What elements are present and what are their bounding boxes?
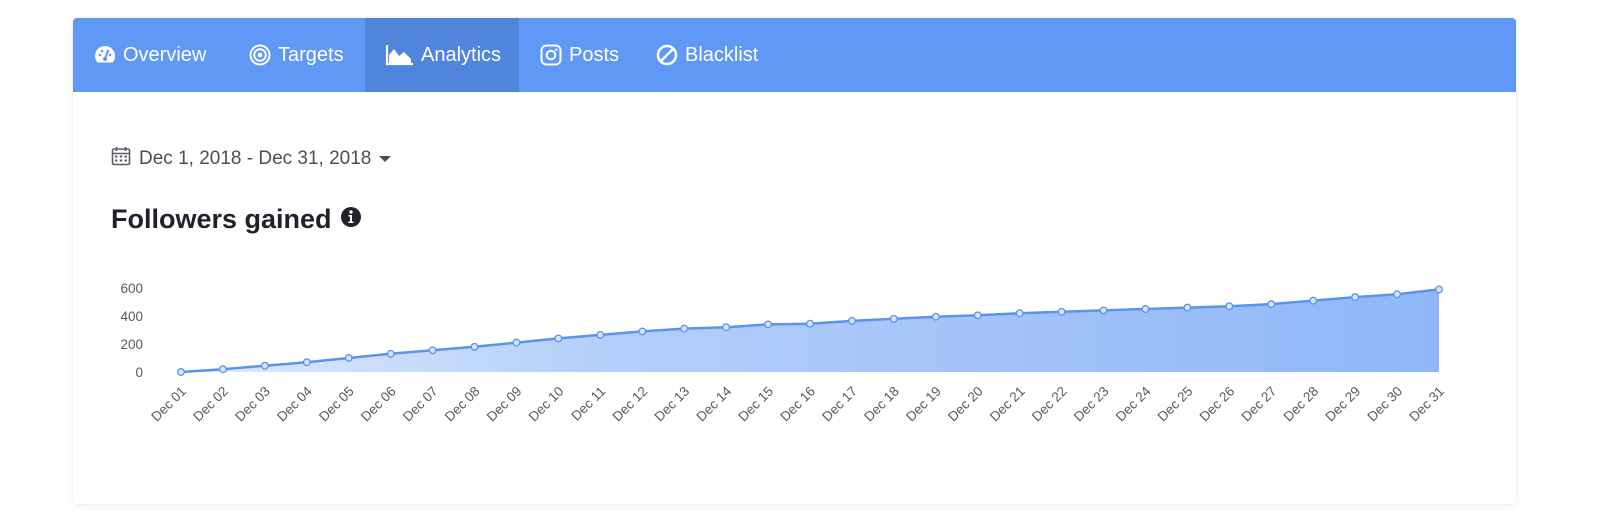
- x-tick-label: Dec 26: [1197, 384, 1238, 425]
- tab-posts[interactable]: Posts: [519, 18, 639, 92]
- calendar-icon: [111, 146, 131, 172]
- ban-icon: [655, 43, 679, 67]
- data-point[interactable]: [302, 358, 311, 367]
- data-point[interactable]: [1099, 306, 1108, 315]
- x-tick-label: Dec 10: [526, 384, 567, 425]
- tab-overview-label: Overview: [123, 43, 207, 66]
- data-point[interactable]: [973, 311, 982, 320]
- tab-blacklist-label: Blacklist: [685, 43, 759, 66]
- series-area: [181, 289, 1439, 372]
- caret-down-icon: [379, 148, 392, 170]
- x-tick-label: Dec 27: [1239, 384, 1280, 425]
- x-tick-label: Dec 03: [232, 384, 273, 425]
- x-tick-label: Dec 12: [610, 384, 651, 425]
- x-tick-label: Dec 23: [1071, 384, 1112, 425]
- data-point[interactable]: [1435, 285, 1443, 294]
- x-tick-label: Dec 24: [1113, 383, 1154, 424]
- data-point[interactable]: [1393, 290, 1402, 299]
- data-point[interactable]: [512, 338, 521, 347]
- x-tick-label: Dec 31: [1406, 384, 1447, 425]
- data-point[interactable]: [218, 365, 227, 374]
- data-point[interactable]: [931, 312, 940, 321]
- data-point[interactable]: [428, 346, 437, 355]
- x-tick-label: Dec 30: [1364, 384, 1405, 425]
- data-point[interactable]: [1309, 296, 1318, 305]
- data-point[interactable]: [638, 327, 647, 336]
- data-point[interactable]: [386, 349, 395, 358]
- target-icon: [248, 43, 272, 67]
- x-tick-label: Dec 01: [148, 384, 189, 425]
- x-tick-label: Dec 11: [568, 384, 608, 424]
- data-point[interactable]: [1267, 300, 1276, 309]
- x-tick-label: Dec 18: [861, 384, 902, 425]
- y-tick-label: 600: [120, 281, 143, 296]
- x-tick-label: Dec 25: [1155, 384, 1196, 425]
- analytics-card: Overview Targets Analytics: [73, 18, 1516, 504]
- data-point[interactable]: [889, 314, 898, 323]
- tab-targets[interactable]: Targets: [228, 18, 364, 92]
- data-point[interactable]: [260, 361, 269, 370]
- x-tick-label: Dec 07: [400, 384, 441, 425]
- x-tick-label: Dec 17: [819, 384, 860, 425]
- date-range-picker[interactable]: Dec 1, 2018 - Dec 31, 2018: [111, 146, 392, 172]
- data-point[interactable]: [1351, 293, 1360, 302]
- x-tick-label: Dec 06: [358, 384, 399, 425]
- x-tick-label: Dec 16: [777, 384, 818, 425]
- tab-overview[interactable]: Overview: [73, 18, 226, 92]
- tab-analytics[interactable]: Analytics: [365, 18, 519, 92]
- tab-posts-label: Posts: [569, 43, 620, 66]
- x-tick-label: Dec 14: [693, 383, 734, 424]
- y-tick-label: 400: [120, 309, 143, 324]
- dashboard-icon: [93, 43, 117, 67]
- x-tick-label: Dec 21: [987, 384, 1028, 425]
- data-point[interactable]: [1015, 309, 1024, 318]
- data-point[interactable]: [596, 330, 605, 339]
- data-point[interactable]: [470, 342, 479, 351]
- info-circle-icon[interactable]: [340, 204, 362, 235]
- x-tick-label: Dec 22: [1029, 384, 1070, 425]
- tab-blacklist[interactable]: Blacklist: [635, 18, 778, 92]
- section-title: Followers gained: [111, 204, 362, 235]
- data-point[interactable]: [177, 368, 185, 376]
- tab-analytics-label: Analytics: [421, 43, 502, 66]
- data-point[interactable]: [1183, 303, 1192, 312]
- data-point[interactable]: [1225, 302, 1234, 311]
- date-range-label: Dec 1, 2018 - Dec 31, 2018: [139, 148, 372, 169]
- x-tick-label: Dec 29: [1322, 384, 1363, 425]
- x-tick-label: Dec 04: [274, 383, 315, 424]
- data-point[interactable]: [1141, 305, 1150, 313]
- data-point[interactable]: [764, 320, 773, 329]
- x-tick-label: Dec 28: [1280, 384, 1321, 425]
- x-tick-label: Dec 05: [316, 384, 357, 425]
- x-tick-label: Dec 09: [484, 384, 525, 425]
- x-tick-label: Dec 15: [735, 384, 776, 425]
- y-tick-label: 200: [120, 337, 143, 352]
- data-point[interactable]: [680, 324, 689, 333]
- data-point[interactable]: [1057, 307, 1066, 316]
- data-point[interactable]: [722, 323, 731, 332]
- data-point[interactable]: [847, 316, 856, 325]
- x-tick-label: Dec 08: [442, 384, 483, 425]
- nav-tabbar: Overview Targets Analytics: [73, 18, 1516, 92]
- x-tick-label: Dec 20: [945, 384, 986, 425]
- y-tick-label: 0: [135, 365, 143, 380]
- instagram-icon: [539, 43, 563, 67]
- followers-area-chart: 0 200 400 600 Dec 01 Dec 02 Dec 03 Dec 04 Dec 05…: [120, 281, 1447, 425]
- section-title-text: Followers gained: [111, 204, 332, 234]
- x-tick-label: Dec 19: [903, 384, 944, 425]
- data-point[interactable]: [554, 334, 563, 343]
- area-chart-icon: [385, 43, 415, 67]
- tab-targets-label: Targets: [278, 43, 344, 66]
- x-tick-label: Dec 02: [190, 384, 231, 425]
- data-point[interactable]: [344, 354, 353, 362]
- data-point[interactable]: [806, 319, 814, 328]
- x-tick-label: Dec 13: [651, 384, 692, 425]
